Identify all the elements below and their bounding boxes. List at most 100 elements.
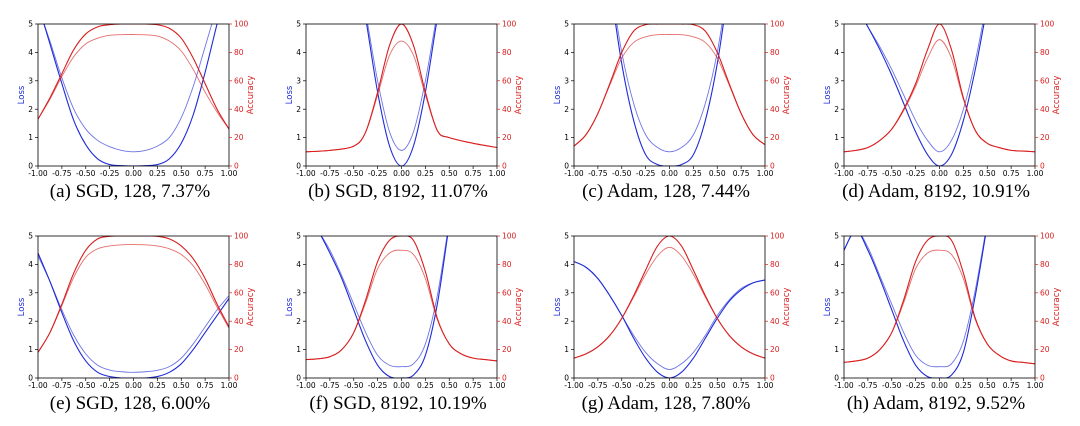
y-axis-label: Loss [17, 297, 27, 316]
x-tick-label: -0.75 [858, 169, 878, 178]
y2-tick-label: 100 [502, 20, 517, 29]
series-line-train-accuracy [306, 236, 497, 362]
chart-panel-7: -1.00 -0.75 -0.50 -0.25 0.00 0.25 0.50 0.75 1.00… [536, 212, 796, 425]
series-line-test-accuracy [306, 40, 497, 153]
series-line-train-loss [574, 261, 765, 378]
y2-tick-label: 80 [1040, 260, 1050, 269]
x-tick-label: -1.00 [296, 169, 316, 178]
x-tick-label: -0.25 [368, 381, 388, 390]
y-tick-label: 4 [834, 260, 839, 269]
chart-panel-3: -1.00 -0.75 -0.50 -0.25 0.00 0.25 0.50 0.75 1.00… [536, 0, 796, 213]
y-tick-label: 2 [296, 317, 301, 326]
y2-tick-label: 0 [234, 374, 239, 383]
x-tick-label: -1.00 [834, 169, 854, 178]
y-tick-label: 3 [834, 288, 839, 297]
y2-tick-label: 40 [770, 105, 780, 114]
chart-panel-5: -1.00 -0.75 -0.50 -0.25 0.00 0.25 0.50 0.75 1.00… [0, 212, 260, 425]
y2-tick-label: 80 [770, 260, 780, 269]
y-tick-label: 4 [296, 260, 301, 269]
x-tick-label: 0.75 [197, 381, 214, 390]
series-line-test-accuracy [38, 34, 229, 130]
x-tick-label: -0.75 [52, 169, 72, 178]
y-tick-label: 1 [564, 133, 569, 142]
series-line-train-accuracy [574, 236, 765, 359]
y2-tick-label: 20 [234, 345, 244, 354]
x-tick-label: 0.75 [1003, 381, 1020, 390]
y-tick-label: 2 [564, 105, 569, 114]
x-tick-label: 0.75 [733, 381, 750, 390]
chart-svg: -1.00 -0.75 -0.50 -0.25 0.00 0.25 0.50 0.75 1.00… [553, 232, 792, 390]
y2-tick-label: 100 [234, 20, 249, 29]
y-tick-label: 1 [296, 133, 301, 142]
y2-tick-label: 20 [1040, 345, 1050, 354]
y-axis-label: Loss [553, 297, 563, 316]
y-tick-label: 3 [834, 76, 839, 85]
x-tick-label: -0.75 [858, 381, 878, 390]
y2-tick-label: 60 [234, 76, 244, 85]
y2-tick-label: 0 [502, 162, 507, 171]
x-tick-label: 1.00 [1027, 381, 1044, 390]
series-line-train-loss [366, 24, 437, 166]
chart-svg: -1.00 -0.75 -0.50 -0.25 0.00 0.25 0.50 0.75 1.00… [285, 232, 524, 390]
x-tick-label: 0.00 [393, 381, 410, 390]
y-tick-label: 1 [834, 133, 839, 142]
x-tick-label: 0.50 [173, 381, 190, 390]
y-tick-label: 3 [296, 76, 301, 85]
y2-tick-label: 0 [234, 162, 239, 171]
y2-tick-label: 0 [1040, 162, 1045, 171]
y-axis-label: Loss [17, 85, 27, 104]
y2-tick-label: 0 [1040, 374, 1045, 383]
y-tick-label: 3 [28, 288, 33, 297]
y-tick-label: 2 [834, 317, 839, 326]
x-tick-label: 0.00 [393, 169, 410, 178]
y2-tick-label: 0 [502, 374, 507, 383]
y-tick-label: 0 [296, 374, 301, 383]
y2-tick-label: 40 [234, 105, 244, 114]
x-tick-label: -0.50 [882, 169, 902, 178]
y2-tick-label: 60 [234, 288, 244, 297]
y-tick-label: 0 [296, 162, 301, 171]
y2-tick-label: 0 [770, 374, 775, 383]
y-tick-label: 1 [834, 345, 839, 354]
chart-svg: -1.00 -0.75 -0.50 -0.25 0.00 0.25 0.50 0.75 1.00… [823, 20, 1062, 178]
y2-tick-label: 80 [502, 260, 512, 269]
y2-tick-label: 100 [234, 232, 249, 241]
y-tick-label: 2 [834, 105, 839, 114]
y-axis-label: Loss [285, 297, 295, 316]
x-tick-label: -0.25 [100, 169, 120, 178]
y2-tick-label: 60 [502, 288, 512, 297]
x-tick-label: -0.25 [368, 169, 388, 178]
chart-caption: (b) SGD, 8192, 11.07% [308, 181, 488, 202]
x-tick-label: 0.75 [465, 381, 482, 390]
series-line-test-loss [574, 261, 765, 370]
x-tick-label: 1.00 [489, 169, 506, 178]
y-tick-label: 3 [564, 76, 569, 85]
series-line-test-accuracy [574, 33, 765, 147]
y-tick-label: 2 [28, 105, 33, 114]
y-tick-label: 4 [564, 48, 569, 57]
series-line-test-loss [38, 255, 229, 373]
y2-tick-label: 100 [770, 232, 785, 241]
y-tick-label: 0 [564, 162, 569, 171]
y2-axis-label: Accuracy [782, 76, 792, 115]
y2-tick-label: 0 [770, 162, 775, 171]
y2-tick-label: 20 [502, 133, 512, 142]
y-axis-label: Loss [553, 85, 563, 104]
y-tick-label: 4 [296, 48, 301, 57]
y2-tick-label: 40 [502, 317, 512, 326]
chart-svg: -1.00 -0.75 -0.50 -0.25 0.00 0.25 0.50 0.75 1.00… [17, 20, 256, 178]
x-tick-label: 0.00 [661, 169, 678, 178]
series-line-train-loss [844, 236, 986, 378]
y-tick-label: 2 [296, 105, 301, 114]
x-tick-label: 0.75 [733, 169, 750, 178]
y-tick-label: 3 [564, 288, 569, 297]
series-line-train-loss [43, 24, 218, 166]
series-line-test-loss [43, 24, 213, 153]
series-line-train-accuracy [844, 236, 1035, 365]
x-tick-label: 0.25 [685, 169, 702, 178]
y2-tick-label: 100 [502, 232, 517, 241]
y-tick-label: 5 [834, 232, 839, 241]
x-tick-label: 1.00 [489, 381, 506, 390]
series-line-test-loss [865, 24, 984, 153]
